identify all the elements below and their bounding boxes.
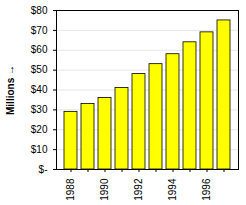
svg-text:$20: $20 [31,124,48,135]
svg-text:1996: 1996 [201,178,212,201]
svg-text:$40: $40 [31,84,48,95]
svg-text:$60: $60 [31,44,48,55]
svg-text:$-: $- [39,164,48,175]
svg-text:1994: 1994 [167,178,178,201]
svg-text:$30: $30 [31,104,48,115]
svg-text:$10: $10 [31,144,48,155]
svg-text:$80: $80 [31,5,48,16]
svg-text:$50: $50 [31,64,48,75]
svg-text:1992: 1992 [133,178,144,201]
svg-text:$70: $70 [31,25,48,36]
svg-text:Millions →: Millions → [5,65,16,115]
svg-text:1990: 1990 [99,178,110,201]
svg-text:1988: 1988 [65,178,76,201]
